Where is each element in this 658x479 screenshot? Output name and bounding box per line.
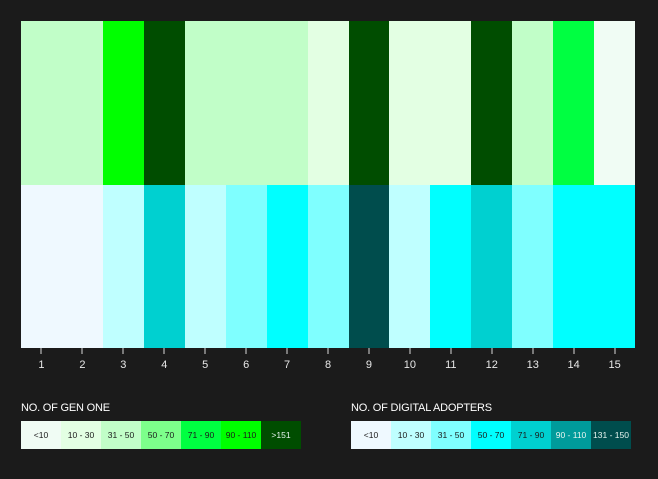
x-tick: 7 xyxy=(267,348,308,378)
legend-swatch: 71 - 90 xyxy=(181,421,221,449)
x-tick: 5 xyxy=(185,348,226,378)
legend-swatch: 31 - 50 xyxy=(101,421,141,449)
heatmap-cell xyxy=(594,185,636,348)
x-tick: 10 xyxy=(389,348,430,378)
x-tick-label: 7 xyxy=(284,359,291,371)
x-tick-label: 8 xyxy=(324,359,332,371)
heatmap-cell xyxy=(21,185,62,348)
tick-mark xyxy=(573,348,575,354)
legend-gen-one: NO. OF GEN ONE <10 10 - 30 31 - 50 50 - 70 7… xyxy=(21,401,301,449)
x-tick-label: 14 xyxy=(567,359,580,371)
legend-swatch: 90 - 110 xyxy=(221,421,261,449)
tick-mark xyxy=(409,348,411,354)
heatmap-cell xyxy=(553,21,595,185)
x-axis: 1 2 3 4 5 6 7 8 9 10 11 12 13 14 15 xyxy=(21,348,635,378)
legend-swatch: 131 - 150 xyxy=(591,421,631,449)
x-tick-label: 9 xyxy=(365,359,373,371)
x-tick-label: 11 xyxy=(445,359,457,371)
tick-mark xyxy=(163,348,165,354)
heatmap-cell xyxy=(512,21,554,185)
x-tick: 8 xyxy=(308,348,349,378)
heatmap-cell xyxy=(266,185,308,348)
legend-digital-adopters: NO. OF DIGITAL ADOPTERS <10 10 - 30 31 - 5… xyxy=(351,401,631,449)
heatmap-cell xyxy=(184,185,226,348)
tick-mark xyxy=(81,348,83,354)
legend-swatch: 71 - 90 xyxy=(511,421,551,449)
legend-swatch: 31 - 50 xyxy=(431,421,471,449)
x-tick-label: 13 xyxy=(526,359,539,371)
x-tick: 11 xyxy=(430,348,471,378)
legend-bar-digital-adopters: <10 10 - 30 31 - 50 50 - 70 71 - 90 90 - 110 1… xyxy=(351,421,631,449)
x-tick: 14 xyxy=(553,348,594,378)
tick-mark xyxy=(286,348,288,354)
tick-mark xyxy=(204,348,206,354)
heatmap-cell xyxy=(266,21,308,185)
x-tick: 15 xyxy=(594,348,635,378)
x-tick: 6 xyxy=(226,348,267,378)
heatmap-cell xyxy=(21,21,62,185)
x-tick-label: 4 xyxy=(161,359,168,371)
heatmap-cell xyxy=(307,185,349,348)
heatmap-cell xyxy=(184,21,226,185)
legend-swatch: 90 - 110 xyxy=(551,421,591,449)
x-tick-label: 1 xyxy=(38,359,45,371)
tick-mark xyxy=(532,348,534,354)
x-tick-label: 6 xyxy=(243,359,250,371)
heatmap-cell xyxy=(553,185,595,348)
x-tick: 13 xyxy=(512,348,553,378)
heatmap-cell xyxy=(389,21,431,185)
x-tick-label: 10 xyxy=(403,359,417,371)
heatmap-cell xyxy=(225,185,267,348)
legend-title-digital-adopters: NO. OF DIGITAL ADOPTERS xyxy=(351,402,492,414)
heatmap-cell xyxy=(61,21,103,185)
x-tick: 9 xyxy=(349,348,390,378)
x-tick: 4 xyxy=(144,348,185,378)
heatmap-cell xyxy=(143,21,185,185)
tick-mark xyxy=(368,348,370,354)
heatmap-cell xyxy=(225,21,267,185)
heatmap-cell xyxy=(512,185,554,348)
heatmap-cell xyxy=(389,185,431,348)
legend-swatch: <10 xyxy=(351,421,391,449)
x-tick-label: 5 xyxy=(202,359,209,371)
heatmap-cell xyxy=(430,21,472,185)
legend-swatch: 10 - 30 xyxy=(391,421,431,449)
heatmap-cell xyxy=(102,185,144,348)
heatmap-chart xyxy=(21,21,636,348)
x-tick-label: 2 xyxy=(79,359,86,371)
heatmap-cell xyxy=(61,185,103,348)
heatmap-row-gen-one xyxy=(21,21,636,185)
x-tick: 1 xyxy=(21,348,62,378)
heatmap-cell xyxy=(143,185,185,348)
tick-mark xyxy=(491,348,493,354)
x-tick: 3 xyxy=(103,348,144,378)
x-tick: 12 xyxy=(471,348,512,378)
heatmap-cell xyxy=(471,185,513,348)
legend-swatch: >151 xyxy=(261,421,301,449)
legend-swatch: 50 - 70 xyxy=(471,421,511,449)
tick-mark xyxy=(327,348,329,354)
tick-mark xyxy=(450,348,452,354)
x-tick-label: 15 xyxy=(608,359,621,371)
legend-swatch: 50 - 70 xyxy=(141,421,181,449)
x-tick-label: 12 xyxy=(485,359,498,371)
x-tick-label: 3 xyxy=(120,359,127,371)
tick-mark xyxy=(614,348,616,354)
legend-swatch: 10 - 30 xyxy=(61,421,101,449)
tick-mark xyxy=(245,348,247,354)
tick-mark xyxy=(122,348,124,354)
x-tick: 2 xyxy=(62,348,103,378)
legend-swatch: <10 xyxy=(21,421,61,449)
heatmap-row-digital-adopters xyxy=(21,185,636,348)
heatmap-cell xyxy=(348,185,390,348)
legend-title-gen-one: NO. OF GEN ONE xyxy=(21,402,110,414)
heatmap-cell xyxy=(102,21,144,185)
legend-bar-gen-one: <10 10 - 30 31 - 50 50 - 70 71 - 90 90 - 110 >… xyxy=(21,421,301,449)
heatmap-cell xyxy=(471,21,513,185)
heatmap-cell xyxy=(430,185,472,348)
heatmap-cell xyxy=(307,21,349,185)
heatmap-cell xyxy=(594,21,636,185)
heatmap-cell xyxy=(348,21,390,185)
tick-mark xyxy=(40,348,42,354)
